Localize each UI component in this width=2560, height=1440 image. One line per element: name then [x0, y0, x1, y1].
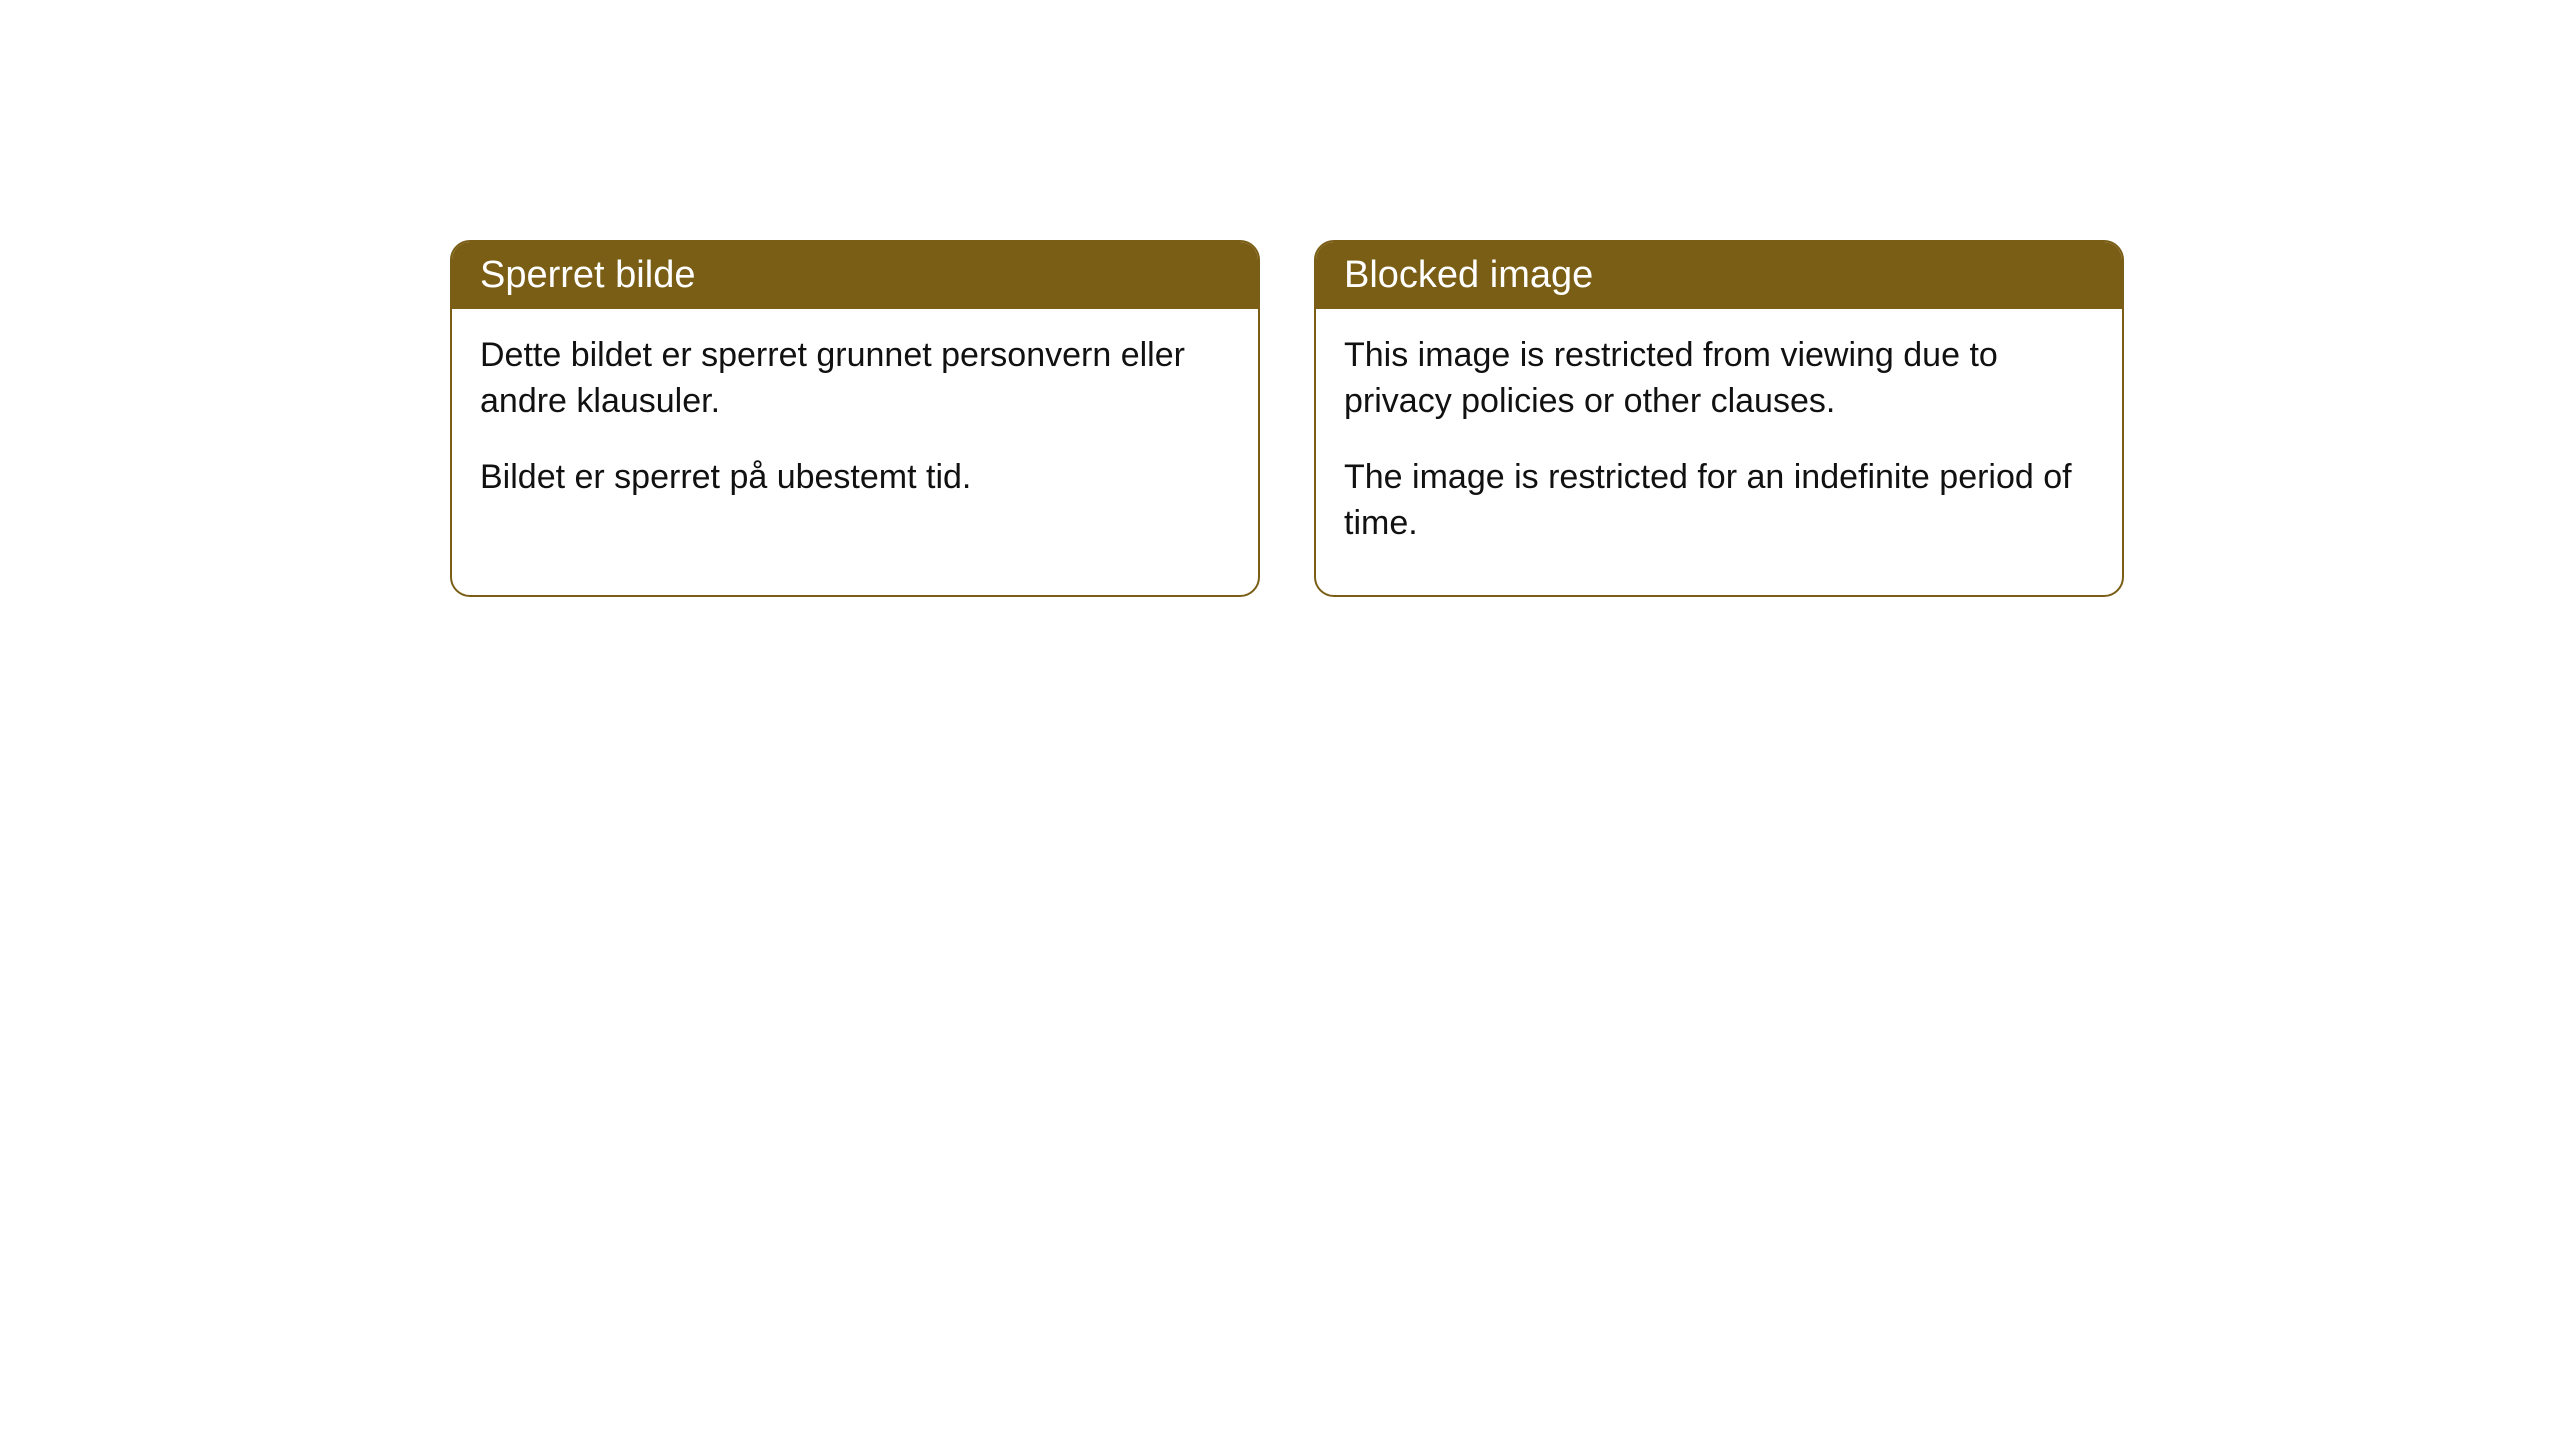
blocked-image-card-no: Sperret bilde Dette bildet er sperret gr…	[450, 240, 1260, 597]
card-header-no: Sperret bilde	[452, 242, 1258, 309]
card-body-no: Dette bildet er sperret grunnet personve…	[452, 309, 1258, 549]
cards-container: Sperret bilde Dette bildet er sperret gr…	[450, 240, 2124, 597]
blocked-image-card-en: Blocked image This image is restricted f…	[1314, 240, 2124, 597]
card-paragraph: This image is restricted from viewing du…	[1344, 333, 2094, 425]
card-paragraph: Bildet er sperret på ubestemt tid.	[480, 455, 1230, 501]
card-body-en: This image is restricted from viewing du…	[1316, 309, 2122, 595]
card-header-en: Blocked image	[1316, 242, 2122, 309]
card-paragraph: The image is restricted for an indefinit…	[1344, 455, 2094, 547]
card-paragraph: Dette bildet er sperret grunnet personve…	[480, 333, 1230, 425]
